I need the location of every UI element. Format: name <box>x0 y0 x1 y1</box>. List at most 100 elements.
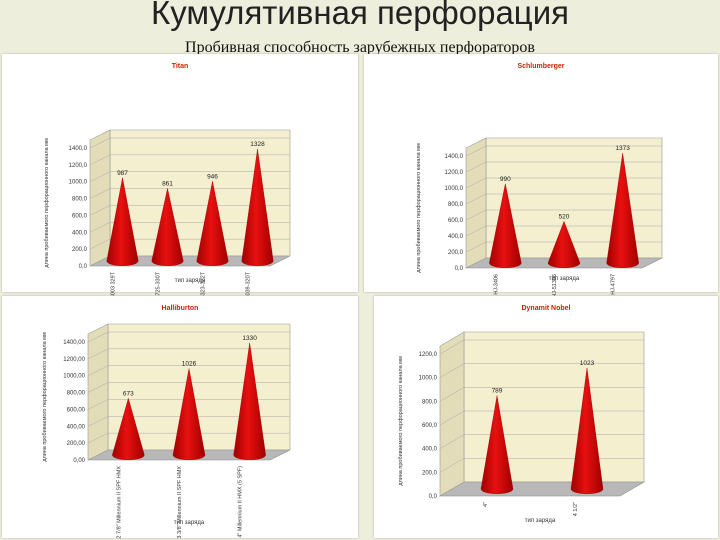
y-tick-label: 600,0 <box>448 218 464 224</box>
cone-body <box>489 183 522 268</box>
data-label: 1373 <box>615 145 630 152</box>
y-tick-label: 1200,0 <box>419 352 438 358</box>
gridline-side <box>89 222 111 233</box>
gridline-side <box>465 257 487 269</box>
y-tick-label: 600,00 <box>67 407 86 413</box>
cone-body <box>570 367 604 494</box>
chart-schlumberger: Schlumberger 0,0 200,0 400,0 600,0 800,0 1000,… <box>416 63 663 333</box>
y-tick-label: 200,00 <box>67 441 86 447</box>
cone-mark <box>570 367 604 494</box>
cone-mark <box>151 188 184 266</box>
gridline-side <box>87 399 109 410</box>
gridline-side <box>465 209 487 221</box>
gridline-side <box>87 432 109 444</box>
y-tick-label: 0,0 <box>455 266 464 272</box>
chart-panel-schlumberger: Schlumberger 0,0 200,0 400,0 600,0 800,0 1000,… <box>364 54 718 333</box>
data-label: 861 <box>162 180 173 187</box>
cone-body <box>196 181 229 266</box>
data-label: 1330 <box>242 335 257 342</box>
data-label: 946 <box>207 173 218 180</box>
cone-mark <box>480 395 514 494</box>
y-tick-label: 1000,0 <box>419 376 438 382</box>
gridline-side <box>439 458 465 473</box>
y-tick-label: 0,0 <box>429 494 438 500</box>
gridline-side <box>465 161 487 173</box>
chart-dynamit-nobel: Dynamit Nobel 0,0 200,0 400,0 600,0 800,0 1000… <box>398 305 646 524</box>
cone-body <box>151 188 184 266</box>
cone-mark <box>241 149 274 266</box>
gridline-side <box>89 238 111 250</box>
data-label: 1023 <box>580 360 595 367</box>
cone-mark <box>233 342 266 460</box>
y-tick-label: 200,0 <box>448 250 464 256</box>
gridline-side <box>465 225 487 237</box>
gridline-side <box>89 137 111 149</box>
cone-mark <box>106 177 139 266</box>
gridline-side <box>465 193 487 205</box>
y-tick-label: 400,0 <box>448 234 464 240</box>
y-tick-label: 800,0 <box>448 202 464 208</box>
gridline-side <box>87 331 109 343</box>
gridline-side <box>439 410 465 426</box>
category-label: 4" <box>483 502 489 507</box>
x-axis-label: тип заряда <box>549 276 580 282</box>
data-label: 1026 <box>182 361 197 368</box>
x-axis-label: тип заряда <box>525 518 556 524</box>
cone-mark <box>606 153 639 268</box>
y-tick-label: 400,00 <box>67 424 86 430</box>
cone-body <box>106 177 139 266</box>
x-axis-label: тип заряда <box>174 520 205 526</box>
cone-mark <box>547 220 581 268</box>
cone-body <box>480 395 514 494</box>
category-label: PPG-4003 329T <box>111 271 117 311</box>
cone-body <box>547 220 581 268</box>
data-label: 789 <box>492 388 503 395</box>
cone-mark <box>196 181 229 266</box>
y-tick-label: 0,0 <box>79 264 88 270</box>
category-label: EXP-3725-330T <box>156 271 162 311</box>
category-label: 3 3/8" Millennium II SPF HMX <box>177 466 183 539</box>
x-axis-label: тип заряда <box>175 278 206 284</box>
gridline-side <box>89 154 111 166</box>
cone-body <box>233 342 266 460</box>
cone-body <box>241 149 274 266</box>
gridline-side <box>465 241 487 253</box>
y-tick-label: 1400,0 <box>445 154 464 160</box>
gridline-side <box>439 434 465 449</box>
chart-halliburton: Halliburton 0,00 200,00 400,00 600,00 800,00 1… <box>42 305 291 539</box>
y-tick-label: 400,0 <box>422 447 438 453</box>
gridline-side <box>87 348 109 360</box>
y-tick-label: 400,0 <box>72 230 88 236</box>
cone-mark <box>489 183 522 268</box>
cone-mark <box>172 368 206 460</box>
plot-floor <box>438 481 646 497</box>
y-tick-label: 800,0 <box>72 197 88 203</box>
gridline-side <box>439 481 465 497</box>
y-tick-label: 1200,00 <box>63 357 85 363</box>
gridline-side <box>89 205 111 216</box>
y-tick-label: 0,00 <box>73 458 85 464</box>
gridline-side <box>89 171 111 182</box>
y-tick-label: 1000,00 <box>63 374 85 380</box>
data-label: 520 <box>559 213 570 220</box>
category-label: 4 1/2" <box>573 502 579 516</box>
chart-title: Dynamit Nobel <box>521 305 570 312</box>
slide-title: Кумулятивная перфорация <box>151 0 569 31</box>
gridline-side <box>89 255 111 267</box>
y-axis-label: длина пробиваемого перфорационного канал… <box>416 143 422 273</box>
chart-title: Schlumberger <box>517 63 564 70</box>
data-label: 990 <box>500 176 511 183</box>
data-label: 987 <box>117 170 128 177</box>
y-tick-label: 600,0 <box>72 213 88 219</box>
y-tick-label: 1000,0 <box>445 186 464 192</box>
data-label: 1328 <box>250 141 265 148</box>
chart-panel-titan: Titan 0,0 200,0 400,0 600,0 800,0 1000,0 1200,0… <box>2 54 358 312</box>
category-label: 2 7/8" Millennium II SPF HMX <box>116 466 122 539</box>
chart-title: Titan <box>172 63 189 70</box>
gridline-side <box>465 177 487 189</box>
chart-titan: Titan 0,0 200,0 400,0 600,0 800,0 1000,0 1200,0… <box>44 63 291 312</box>
gridline-side <box>87 382 109 393</box>
gridline-side <box>439 339 465 355</box>
plot-side-wall <box>439 331 465 497</box>
gridline-side <box>87 449 109 461</box>
